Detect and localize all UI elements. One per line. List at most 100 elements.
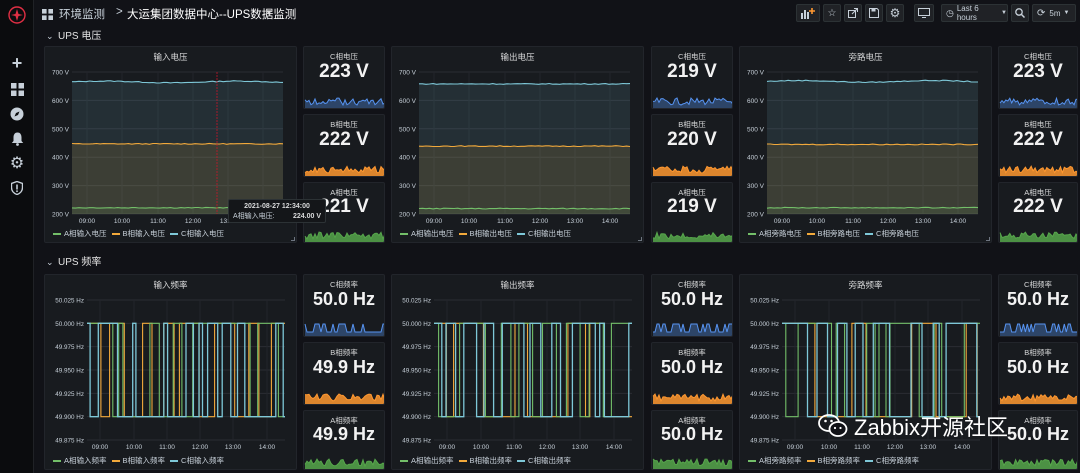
stat-panel[interactable]: C相电压 219 V xyxy=(651,46,733,109)
y-tick-label: 500 V xyxy=(52,126,70,133)
dashboard-title[interactable]: 大运集团数据中心--UPS数据监测 xyxy=(127,9,297,21)
stat-panel[interactable]: B相电压 222 V xyxy=(303,114,385,177)
legend-item[interactable]: B相输入电压 xyxy=(111,228,165,239)
stat-panel[interactable]: B相电压 220 V xyxy=(651,114,733,177)
legend-item[interactable]: C相旁路电压 xyxy=(865,228,919,239)
stat-panel[interactable]: C相频率 50.0 Hz xyxy=(651,274,733,337)
legend-item[interactable]: C相旁路频率 xyxy=(865,455,919,466)
share-icon[interactable] xyxy=(844,4,862,22)
legend-item[interactable]: C相输入频率 xyxy=(170,455,224,466)
y-tick-label: 300 V xyxy=(747,183,765,190)
x-tick-label: 10:00 xyxy=(821,444,838,451)
row-header-frequency[interactable]: ⌄ UPS 频率 xyxy=(46,253,101,268)
legend-label: A相旁路频率 xyxy=(759,456,802,465)
x-tick-label: 10:00 xyxy=(473,444,490,451)
shield-icon[interactable] xyxy=(6,177,28,199)
graph-panel-input-voltage[interactable]: 输入电压 700 V 600 V 500 V 400 V 300 V 200 V 09:00… xyxy=(44,46,297,243)
sparkline xyxy=(652,230,732,242)
stat-panel[interactable]: C相电压 223 V xyxy=(998,46,1078,109)
stat-panel[interactable]: B相频率 50.0 Hz xyxy=(651,342,733,405)
series-area xyxy=(72,143,283,214)
sparkline-line xyxy=(999,393,1077,403)
time-range-picker[interactable]: ◷ Last 6 hours ▼ xyxy=(941,4,1008,22)
x-tick-label: 11:00 xyxy=(506,444,522,451)
grafana-logo-icon[interactable] xyxy=(6,4,28,26)
x-tick-label: 09:00 xyxy=(774,218,791,225)
graph-panel-output-voltage[interactable]: 输出电压 700 V 600 V 500 V 400 V 300 V 200 V 09:00… xyxy=(391,46,644,243)
zoom-out-icon[interactable] xyxy=(1011,4,1029,22)
plus-icon[interactable]: + xyxy=(11,52,23,73)
legend-item[interactable]: A相旁路频率 xyxy=(748,455,802,466)
stat-panel[interactable]: A相频率 50.0 Hz xyxy=(998,410,1078,470)
series-line xyxy=(434,322,632,418)
legend-item[interactable]: A相输出电压 xyxy=(400,228,454,239)
stat-panel[interactable]: A相频率 50.0 Hz xyxy=(651,410,733,470)
add-panel-button[interactable] xyxy=(796,4,820,22)
stat-value: 49.9 Hz xyxy=(312,424,376,444)
panel-resize-handle[interactable] xyxy=(986,237,990,241)
stat-panel[interactable]: B相频率 49.9 Hz xyxy=(303,342,385,405)
tooltip-value: 224.00 V xyxy=(292,213,321,220)
stat-panel[interactable]: A相频率 49.9 Hz xyxy=(303,410,385,470)
row-title: UPS 电压 xyxy=(58,31,102,42)
sparkline-area xyxy=(305,98,384,108)
star-icon[interactable]: ☆ xyxy=(823,4,841,22)
legend-item[interactable]: A相输入电压 xyxy=(53,228,107,239)
sparkline xyxy=(652,457,732,469)
chevron-down-icon: ▼ xyxy=(1001,10,1007,16)
stat-panel[interactable]: C相电压 223 V xyxy=(303,46,385,109)
dashboards-icon[interactable] xyxy=(6,78,28,100)
legend-item[interactable]: B相输出电压 xyxy=(458,228,513,239)
tv-mode-icon[interactable] xyxy=(914,4,934,22)
row-header-voltage[interactable]: ⌄ UPS 电压 xyxy=(46,27,101,42)
panel-resize-handle[interactable] xyxy=(291,237,295,241)
refresh-button[interactable]: ⟳ 5m ▼ xyxy=(1032,4,1076,22)
stat-panel[interactable]: B相电压 222 V xyxy=(998,114,1078,177)
panel-title: 旁路频率 xyxy=(848,280,883,290)
panel-resize-handle[interactable] xyxy=(638,237,642,241)
legend-item[interactable]: C相输出电压 xyxy=(517,228,571,239)
legend-item[interactable]: B相输出频率 xyxy=(458,455,512,466)
bell-icon[interactable] xyxy=(6,128,28,150)
save-icon[interactable] xyxy=(865,4,883,22)
settings-gear-icon[interactable]: ⚙ xyxy=(886,4,904,22)
gear-icon[interactable]: ⚙ xyxy=(9,155,25,172)
stat-panel[interactable]: C相频率 50.0 Hz xyxy=(303,274,385,337)
legend-label: B相输出电压 xyxy=(469,229,513,238)
legend-item[interactable]: C相输出频率 xyxy=(517,455,571,466)
x-tick-label: 09:00 xyxy=(92,444,109,451)
top-navbar: 环境监测 > 大运集团数据中心--UPS数据监测 ▼ ☆ ⚙ ◷ Last 6 … xyxy=(34,0,1080,26)
stat-panel[interactable]: B相频率 50.0 Hz xyxy=(998,342,1078,405)
legend-item[interactable]: C相输入电压 xyxy=(170,228,224,239)
stat-panel[interactable]: A相电压 219 V xyxy=(651,182,733,243)
stat-panel[interactable]: A相电压 222 V xyxy=(998,182,1078,243)
chevron-down-icon[interactable]: ▼ xyxy=(265,8,273,17)
stat-panel[interactable]: A相电压 221 V xyxy=(303,182,385,243)
legend-item[interactable]: A相旁路电压 xyxy=(748,228,802,239)
graph-panel-input-frequency[interactable]: 输入频率 50.025 Hz 50.000 Hz 49.975 Hz 49.950 H… xyxy=(44,274,297,470)
legend-item[interactable]: B相旁路频率 xyxy=(806,455,860,466)
sparkline xyxy=(304,165,384,176)
chart-input-frequency: 50.025 Hz 50.000 Hz 49.975 Hz 49.950 Hz 49.9… xyxy=(55,298,285,451)
x-tick-label: 10:00 xyxy=(461,218,478,225)
legend-item[interactable]: B相旁路电压 xyxy=(806,228,860,239)
sparkline xyxy=(304,392,384,404)
x-tick-label: 09:00 xyxy=(79,218,96,225)
y-tick-label: 49.925 Hz xyxy=(402,391,431,398)
y-tick-label: 49.875 Hz xyxy=(750,438,779,445)
graph-panel-bypass-frequency[interactable]: 旁路频率 50.025 Hz 50.000 Hz 49.975 Hz 49.950 H… xyxy=(739,274,992,470)
sparkline-line xyxy=(653,323,732,333)
graph-panel-output-frequency[interactable]: 输出频率 50.025 Hz 50.000 Hz 49.975 Hz 49.950 H… xyxy=(391,274,644,470)
y-tick-label: 49.975 Hz xyxy=(402,344,431,351)
sparkline-area xyxy=(653,394,732,404)
explore-compass-icon[interactable] xyxy=(6,103,28,125)
panel-title: 旁路电压 xyxy=(848,52,883,62)
graph-panel-bypass-voltage[interactable]: 旁路电压 700 V 600 V 500 V 400 V 300 V 200 V 09:00… xyxy=(739,46,992,243)
series-area xyxy=(767,80,978,214)
y-tick-label: 50.025 Hz xyxy=(402,298,431,305)
legend-item[interactable]: A相输出频率 xyxy=(400,455,454,466)
legend-item[interactable]: B相输入频率 xyxy=(111,455,165,466)
legend-item[interactable]: A相输入频率 xyxy=(53,455,107,466)
breadcrumb-folder[interactable]: 环境监测 xyxy=(59,9,105,21)
stat-panel[interactable]: C相频率 50.0 Hz xyxy=(998,274,1078,337)
